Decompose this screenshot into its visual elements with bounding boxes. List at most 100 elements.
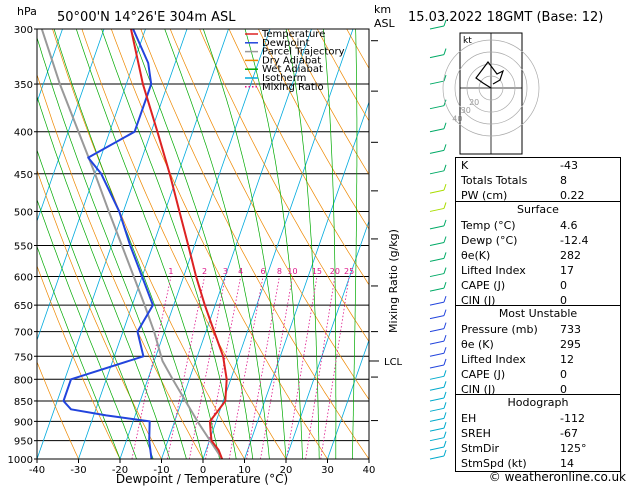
table-row: StmDir 125° [456, 441, 620, 456]
row-label: CAPE (J) [461, 279, 506, 292]
hodograph-unit: kt [463, 36, 472, 46]
wind-barb [429, 402, 447, 412]
mixing-ratio-label: 6 [260, 267, 265, 276]
dry-adiabat-line [37, 169, 162, 459]
pressure-tick-label: 800 [14, 375, 33, 386]
row-value: 8 [560, 174, 567, 187]
row-label: θe(K) [461, 249, 491, 262]
isotherm-line [285, 219, 369, 459]
wind-barb-shaft [429, 417, 445, 422]
wind-barb [429, 334, 447, 345]
wind-barb [429, 144, 447, 154]
legend-label: Temperature [261, 29, 325, 40]
wind-barb [429, 281, 447, 292]
row-value: 0 [560, 279, 567, 292]
wind-barb [429, 421, 447, 432]
row-label: Lifted Index [461, 264, 526, 277]
hodograph-trace [475, 61, 505, 89]
wind-barb-flag [443, 431, 447, 438]
wet-adiabat-line [101, 29, 237, 459]
table-row: SREH -67 [456, 426, 620, 441]
row-label: CIN (J) [461, 383, 496, 396]
wind-barb [429, 412, 447, 422]
wind-barb-shaft [429, 170, 445, 175]
dry-adiabat-line [199, 29, 369, 343]
wind-barb [429, 74, 447, 85]
wind-barb-shaft [429, 437, 445, 442]
wind-barb-shaft [429, 455, 445, 460]
mixing-ratio-line [188, 276, 226, 459]
x-axis-label: Dewpoint / Temperature (°C) [116, 472, 288, 486]
wind-barb-flag [443, 202, 447, 209]
wind-barb-shaft [429, 80, 445, 85]
legend-label: Dry Adiabat [262, 55, 321, 66]
temperature-tick-label: 10 [238, 465, 251, 476]
mixing-ratio-label: 3 [223, 267, 228, 276]
row-value: 125° [560, 442, 587, 455]
wind-barb-shaft [429, 397, 445, 402]
hodograph-ring [478, 75, 504, 101]
isotherm-line [244, 100, 369, 459]
hodograph-ring [466, 63, 516, 113]
mixing-ratio-label: 1 [168, 267, 173, 276]
pressure-tick-label: 1000 [8, 455, 33, 466]
wet-adiabat-line [202, 29, 287, 459]
row-label: Pressure (mb) [461, 323, 538, 336]
table-row: PW (cm) 0.22 [456, 188, 620, 203]
mixing-ratio-label: 15 [312, 267, 322, 276]
wind-barb-flag [443, 421, 447, 429]
wind-barb-shaft [429, 189, 445, 194]
wind-barb-flag [443, 334, 447, 342]
mixing-ratio-line [246, 276, 280, 459]
wind-barb-flag [443, 358, 447, 366]
wet-adiabat-line [37, 36, 187, 459]
row-value: -43 [560, 159, 578, 172]
isotherm-line [202, 29, 354, 459]
isotherm-line [161, 29, 312, 459]
row-value: 17 [560, 264, 574, 277]
mixing-ratio-line [260, 276, 293, 459]
wind-barb-shaft [429, 241, 445, 246]
wind-barb [429, 122, 447, 133]
wind-barb-flag [443, 236, 447, 243]
dry-adiabat-line [37, 361, 79, 459]
mixing-ratio-label: 20 [330, 267, 340, 276]
row-value: 295 [560, 338, 581, 351]
temperature-tick-label: 0 [200, 465, 206, 476]
table-row: Pressure (mb) 733 [456, 322, 620, 337]
wind-barb [429, 449, 447, 460]
row-value: 14 [560, 457, 574, 470]
row-value: 0 [560, 294, 567, 307]
row-label: EH [461, 412, 477, 425]
wind-barb [429, 322, 447, 333]
row-value: 0 [560, 368, 567, 381]
row-value: -12.4 [560, 234, 589, 247]
wind-barb [429, 295, 447, 306]
legend-label: Dewpoint [262, 38, 310, 49]
pressure-tick-label: 300 [14, 25, 33, 36]
wind-barb [429, 219, 447, 230]
wind-barb-flag [443, 295, 447, 303]
table-row: EH -112 [456, 411, 620, 426]
wind-barb-flag [443, 144, 447, 151]
wind-barb-flag [443, 281, 447, 289]
dry-adiabat-line [110, 29, 328, 459]
dry-adiabat-line [228, 29, 369, 286]
isotherm-line [327, 338, 369, 459]
mixing-ratio-line [205, 276, 242, 459]
table-row: K -43 [456, 158, 620, 173]
row-label: SREH [461, 427, 491, 440]
mixing-ratio-line [228, 276, 264, 459]
wind-barb [429, 48, 447, 59]
wind-barb [429, 236, 447, 246]
wind-barb-flag [443, 322, 447, 329]
pressure-tick-label: 400 [14, 128, 33, 139]
wind-barb-flag [443, 381, 447, 388]
wind-barb [429, 370, 447, 380]
pressure-tick-label: 750 [14, 352, 33, 363]
wet-adiabat-line [322, 29, 337, 459]
wet-adiabat-line [37, 198, 137, 459]
wet-adiabat-line [75, 29, 220, 459]
row-value: -67 [560, 427, 578, 440]
hodograph-ring-label: 30 [461, 106, 471, 115]
